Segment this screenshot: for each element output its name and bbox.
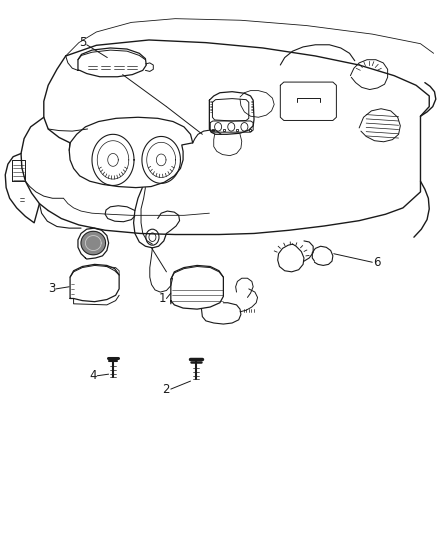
Text: 5: 5	[80, 36, 87, 49]
Text: 6: 6	[373, 256, 381, 269]
Polygon shape	[81, 231, 106, 255]
Text: 4: 4	[89, 369, 97, 382]
Text: 2: 2	[162, 383, 170, 395]
Text: 3: 3	[48, 282, 55, 295]
Text: 1: 1	[158, 292, 166, 305]
